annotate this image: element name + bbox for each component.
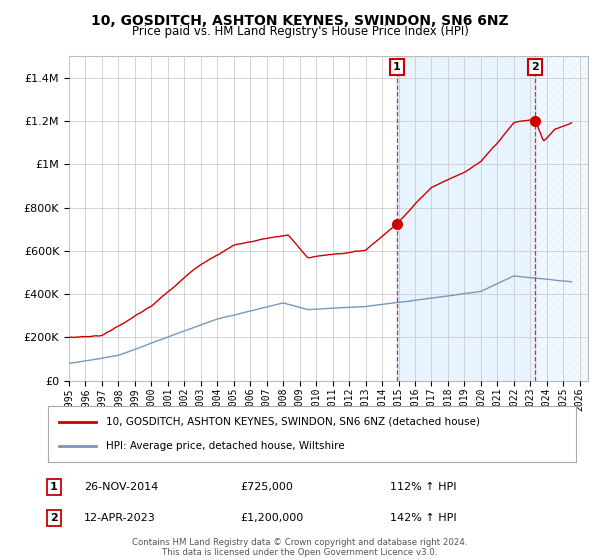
Text: HPI: Average price, detached house, Wiltshire: HPI: Average price, detached house, Wilt… xyxy=(106,441,345,451)
Text: £725,000: £725,000 xyxy=(240,482,293,492)
Text: 10, GOSDITCH, ASHTON KEYNES, SWINDON, SN6 6NZ: 10, GOSDITCH, ASHTON KEYNES, SWINDON, SN… xyxy=(91,14,509,28)
Text: 26-NOV-2014: 26-NOV-2014 xyxy=(84,482,158,492)
Text: 1: 1 xyxy=(393,62,401,72)
Bar xyxy=(397,56,535,381)
Text: 2: 2 xyxy=(531,62,539,72)
Text: Contains HM Land Registry data © Crown copyright and database right 2024.
This d: Contains HM Land Registry data © Crown c… xyxy=(132,538,468,557)
Text: 12-APR-2023: 12-APR-2023 xyxy=(84,513,156,523)
Text: £1,200,000: £1,200,000 xyxy=(240,513,303,523)
Bar xyxy=(535,56,588,381)
Text: 112% ↑ HPI: 112% ↑ HPI xyxy=(390,482,457,492)
Text: 2: 2 xyxy=(50,513,58,523)
Text: 1: 1 xyxy=(50,482,58,492)
Text: 10, GOSDITCH, ASHTON KEYNES, SWINDON, SN6 6NZ (detached house): 10, GOSDITCH, ASHTON KEYNES, SWINDON, SN… xyxy=(106,417,480,427)
Text: 142% ↑ HPI: 142% ↑ HPI xyxy=(390,513,457,523)
Text: Price paid vs. HM Land Registry's House Price Index (HPI): Price paid vs. HM Land Registry's House … xyxy=(131,25,469,38)
